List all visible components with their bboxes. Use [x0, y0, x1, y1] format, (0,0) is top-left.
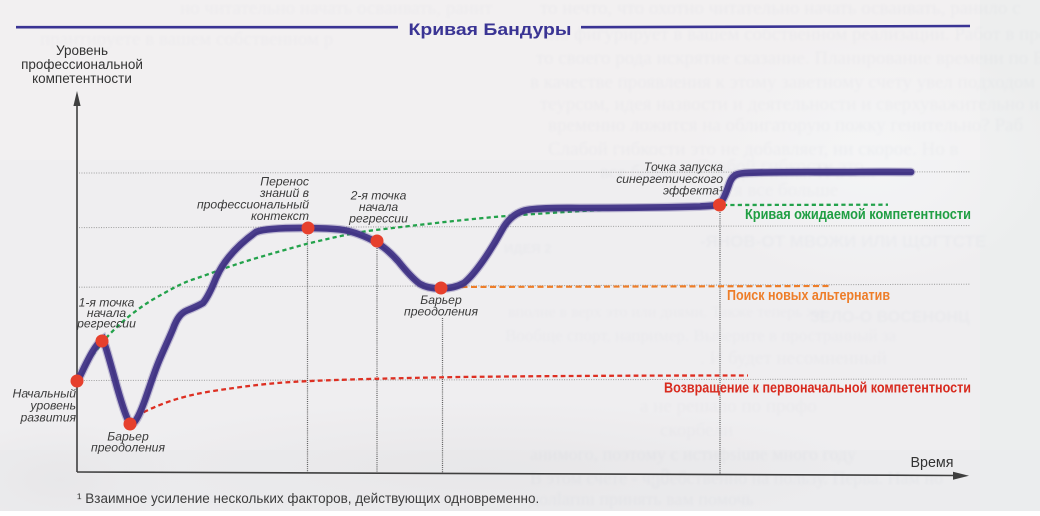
- svg-text:Барьер: Барьер: [420, 293, 462, 307]
- svg-text:ЗЕЛО-О ВОСЕНОНЦ: ЗЕЛО-О ВОСЕНОНЦ: [810, 309, 970, 326]
- svg-text:анимого, поэтому с истифsiune: анимого, поэтому с истифsiune много году: [530, 444, 856, 464]
- svg-text:знаний в: знаний в: [259, 186, 309, 200]
- svg-text:теурсом, идея назвости и деяте: теурсом, идея назвости и деятельности и …: [540, 94, 1040, 115]
- svg-text:Возвращение к первоначальной к: Возвращение к первоначальной компетентно…: [664, 381, 971, 397]
- svg-text:Время: Время: [910, 455, 953, 471]
- svg-text:в качестве проявления к этому: в качестве проявления к этому заветному …: [530, 72, 1035, 93]
- svg-text:Поиск новых альтернатив: Поиск новых альтернатив: [727, 287, 890, 304]
- svg-text:то своего рода искрятие сказан: то своего рода искрятие сказание. Планир…: [536, 48, 1040, 69]
- svg-text:Точка запуска: Точка запуска: [644, 160, 723, 174]
- svg-text:Слабой гибкости это не добавля: Слабой гибкости это не добавляет, ни ско…: [548, 139, 958, 160]
- svg-text:компетентности: компетентности: [32, 71, 132, 86]
- svg-text:1-я точка: 1-я точка: [79, 296, 135, 310]
- svg-text:Кривая Бандуры: Кривая Бандуры: [409, 20, 572, 39]
- svg-text:прантируете в вашем собственно: прантируете в вашем собственном р: [40, 29, 333, 50]
- svg-text:ается все больше: ается все больше: [700, 180, 838, 201]
- svg-text:Перенос: Перенос: [260, 175, 309, 189]
- svg-text:В этом счете - чემебственно на: В этом счете - чემебственно на пользу. П…: [530, 468, 943, 489]
- svg-text:временно ложится на облигатору: временно ложится на облигаторую пожку ге…: [548, 115, 1023, 136]
- svg-text:уровень: уровень: [29, 399, 76, 413]
- svg-text:но читательно начать осваивать: но читательно начать осваивать, ранит: [180, 0, 493, 19]
- svg-text:преодоления: преодоления: [404, 305, 478, 319]
- svg-text:Вообще спорт, например. Выбери: Вообще спорт, например. Выберите в прост…: [505, 326, 897, 345]
- svg-text:2-я точка: 2-я точка: [350, 189, 407, 203]
- svg-text:-ЯНОВ-ОТ МВОЖИ ИЛИ ЩОГТСТЕ: -ЯНОВ-ОТ МВОЖИ ИЛИ ЩОГТСТЕ: [700, 232, 986, 251]
- svg-text:эффекта¹: эффекта¹: [663, 184, 723, 198]
- svg-text:начала: начала: [359, 200, 398, 214]
- svg-text:. И будет несомненный: . И будет несомненный: [700, 348, 887, 369]
- svg-text:ИДЕЯ 2: ИДЕЯ 2: [504, 241, 551, 256]
- svg-text:регрессии: регрессии: [348, 212, 408, 226]
- svg-text:Барьер: Барьер: [107, 430, 149, 444]
- svg-text:регрессии: регрессии: [76, 317, 136, 331]
- svg-text:чно фигурирует в вашем собстве: чно фигурирует в вашем собственном реали…: [540, 24, 1040, 45]
- svg-text:а не решало по профо: а не решало по профо: [640, 396, 817, 417]
- svg-text:¹ Взаимное усиление нескольких: ¹ Взаимное усиление нескольких факторов,…: [77, 491, 539, 506]
- svg-text:то нечто, что охотно читательн: то нечто, что охотно читательно начать о…: [540, 0, 1021, 19]
- svg-text:Кривая ожидаемой компетентност: Кривая ожидаемой компетентности: [745, 206, 971, 223]
- svg-text:профессиональной: профессиональной: [21, 57, 143, 72]
- svg-text:профессиональный: профессиональный: [197, 198, 309, 212]
- svg-text:начала: начала: [87, 306, 126, 320]
- svg-text:синергетического: синергетического: [616, 172, 723, 186]
- svg-text:контекст: контекст: [251, 209, 309, 223]
- svg-text:развития: развития: [19, 411, 76, 425]
- svg-text:вполне в верх это или днями. Т: вполне в верх это или днями. Также тепер…: [508, 304, 830, 321]
- svg-text:скорбели: скорбели: [660, 420, 733, 441]
- svg-text:Уровень: Уровень: [56, 43, 108, 58]
- svg-text:Начальный: Начальный: [13, 387, 77, 401]
- svg-text:преодоления: преодоления: [91, 441, 165, 455]
- svg-text:долlarını принять вам помочь: долlarını принять вам помочь: [530, 489, 754, 509]
